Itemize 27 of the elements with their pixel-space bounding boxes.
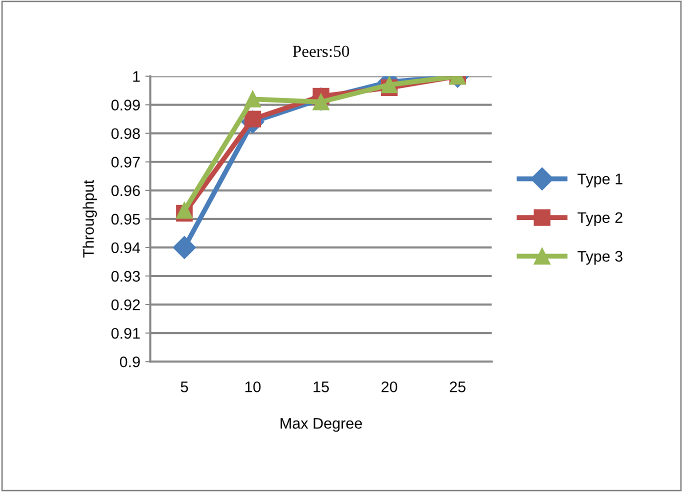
y-tick-label: 0.91 bbox=[111, 328, 140, 339]
y-tick-label: 0.99 bbox=[111, 100, 140, 110]
x-tick-label: 15 bbox=[314, 382, 329, 392]
y-tick-label: 0.94 bbox=[111, 242, 140, 254]
y-axis-title: Throughput bbox=[82, 180, 97, 258]
x-axis-title: Max Degree bbox=[280, 418, 362, 432]
y-tick-label: 0.95 bbox=[111, 214, 140, 225]
y-tick-label: 0.97 bbox=[111, 156, 140, 168]
y-tick-label: 0.92 bbox=[111, 299, 140, 310]
point bbox=[380, 76, 398, 94]
legend-label: Type 3 bbox=[578, 250, 622, 265]
point bbox=[312, 94, 330, 110]
y-tick-label: 0.93 bbox=[111, 270, 140, 282]
point bbox=[244, 90, 262, 108]
y-tick-label: 0.96 bbox=[111, 185, 140, 196]
legend-label: Type 1 bbox=[578, 174, 622, 188]
x-tick-label: 20 bbox=[382, 381, 398, 392]
x-tick-label: 10 bbox=[245, 381, 261, 392]
y-tick-label: 0.9 bbox=[120, 356, 140, 368]
point bbox=[176, 202, 193, 219]
y-tick-label: 0.98 bbox=[111, 128, 140, 140]
x-tick-label: 25 bbox=[450, 381, 466, 392]
y-tick-label: 1 bbox=[133, 71, 140, 82]
legend-label: Type 2 bbox=[578, 212, 622, 226]
point bbox=[172, 236, 196, 259]
chart-title: Peers:50 bbox=[292, 46, 350, 58]
x-tick-label: 5 bbox=[180, 382, 188, 392]
